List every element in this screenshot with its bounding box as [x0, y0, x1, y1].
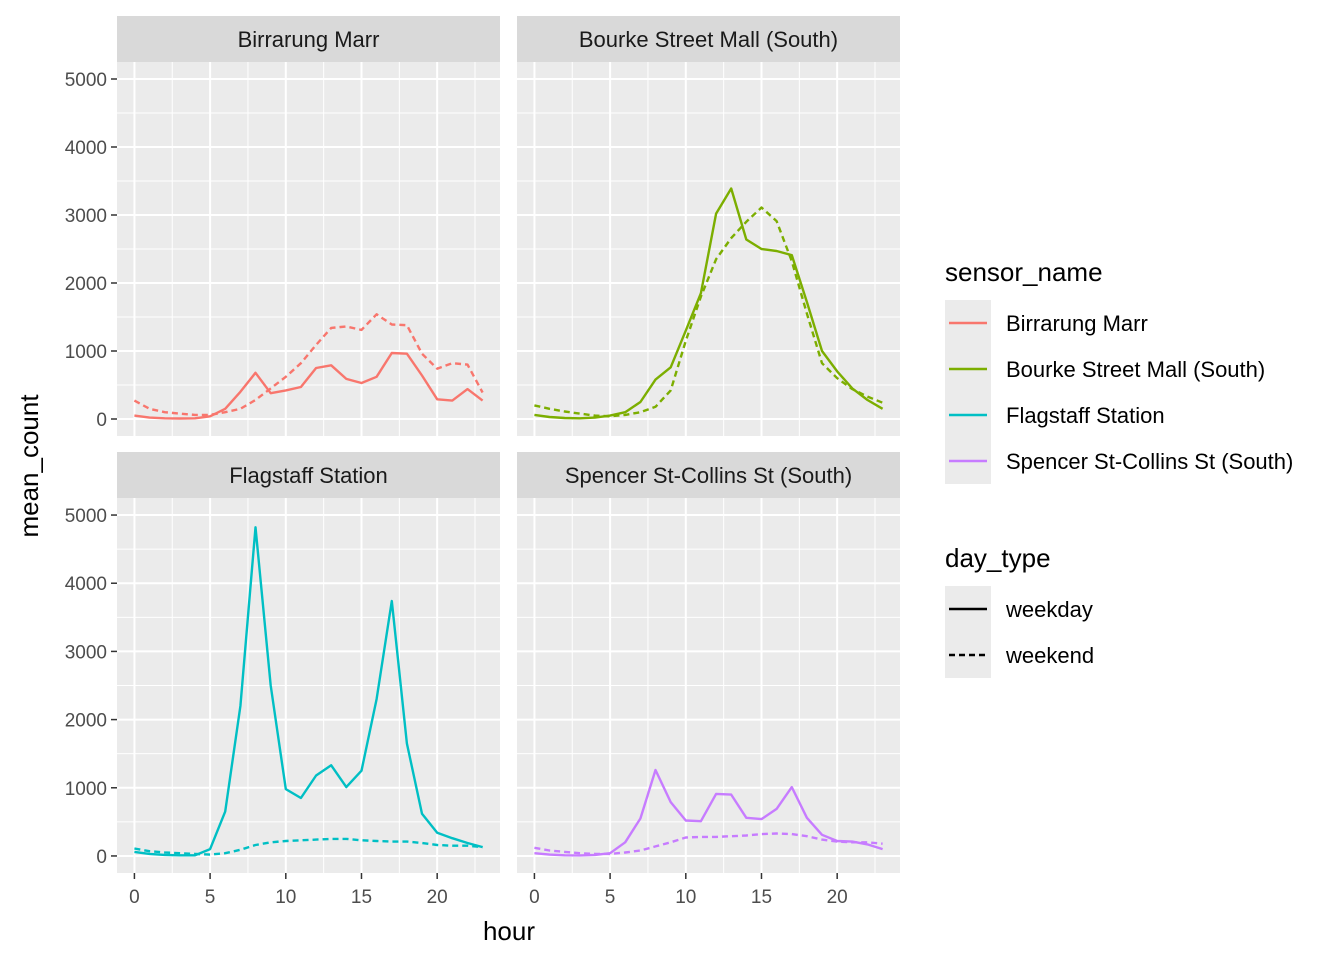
series-line-weekday	[534, 768, 883, 857]
y-tick-label: 5000	[65, 506, 107, 527]
y-tick-label: 0	[96, 847, 107, 868]
x-axes: 0 5 10 15 20 0 5 10 15 20	[129, 873, 848, 908]
series-line-weekend	[134, 837, 483, 856]
legend-label-weekday: weekday	[1005, 597, 1093, 622]
facet-strip	[517, 452, 900, 498]
panel-flagstaff-station: Flagstaff Station	[117, 452, 500, 873]
facet-strip	[517, 16, 900, 62]
y-tick-label: 5000	[65, 70, 107, 91]
x-tick-label: 5	[205, 887, 216, 908]
y-tick-label: 4000	[65, 138, 107, 159]
legend-label-weekend: weekend	[1005, 643, 1094, 668]
x-tick-label: 0	[129, 887, 140, 908]
panel-spencer-st-collins-st-south: Spencer St-Collins St (South)	[517, 452, 900, 873]
facet-panels: Birrarung Marr Bourke Street Mall (South)…	[117, 16, 900, 873]
x-tick-label: 15	[751, 887, 772, 908]
facet-strip	[117, 452, 500, 498]
y-tick-label: 1000	[65, 342, 107, 363]
facet-strip-label: Bourke Street Mall (South)	[579, 27, 838, 52]
legend: sensor_name Birrarung Marr Bourke Street M…	[945, 257, 1293, 678]
legend-key-background	[945, 586, 991, 678]
y-tick-label: 1000	[65, 779, 107, 800]
legend-label-birrarung-marr: Birrarung Marr	[1006, 311, 1148, 336]
facet-strip-label: Spencer St-Collins St (South)	[565, 463, 852, 488]
series-line-weekend	[133, 313, 484, 417]
facet-strip	[117, 16, 500, 62]
panel-bourke-street-mall-south: Bourke Street Mall (South)	[517, 16, 900, 436]
y-axes: 0 1000 2000 3000 4000 5000 0 1000 2000 3000 4000 50…	[65, 70, 117, 868]
y-tick-label: 2000	[65, 711, 107, 732]
legend-label-bourke-street-mall-south: Bourke Street Mall (South)	[1006, 357, 1265, 382]
x-tick-label: 20	[827, 887, 848, 908]
x-tick-label: 10	[275, 887, 296, 908]
series-line-weekend	[534, 206, 884, 418]
x-tick-label: 10	[675, 887, 696, 908]
panel-birrarung-marr: Birrarung Marr	[117, 16, 500, 436]
facet-strip-label: Flagstaff Station	[229, 463, 388, 488]
series-line-weekday	[534, 187, 884, 420]
x-tick-label: 5	[605, 887, 616, 908]
y-tick-label: 4000	[65, 574, 107, 595]
x-tick-label: 20	[427, 887, 448, 908]
legend-title-sensor-name: sensor_name	[945, 257, 1103, 287]
x-axis-title: hour	[483, 916, 535, 946]
legend-label-spencer-st-collins-st-south: Spencer St-Collins St (South)	[1006, 449, 1293, 474]
y-axis-title: mean_count	[14, 394, 44, 538]
legend-key-background	[945, 300, 991, 484]
facet-strip-label: Birrarung Marr	[238, 27, 380, 52]
y-tick-label: 3000	[65, 206, 107, 227]
x-tick-label: 0	[529, 887, 540, 908]
y-tick-label: 3000	[65, 642, 107, 663]
series-line-weekday	[134, 351, 484, 420]
x-tick-label: 15	[351, 887, 372, 908]
y-tick-label: 0	[96, 410, 107, 431]
legend-title-day-type: day_type	[945, 543, 1051, 573]
series-line-weekend	[534, 832, 883, 856]
series-line-weekday	[134, 526, 483, 857]
legend-label-flagstaff-station: Flagstaff Station	[1006, 403, 1165, 428]
y-tick-label: 2000	[65, 274, 107, 295]
